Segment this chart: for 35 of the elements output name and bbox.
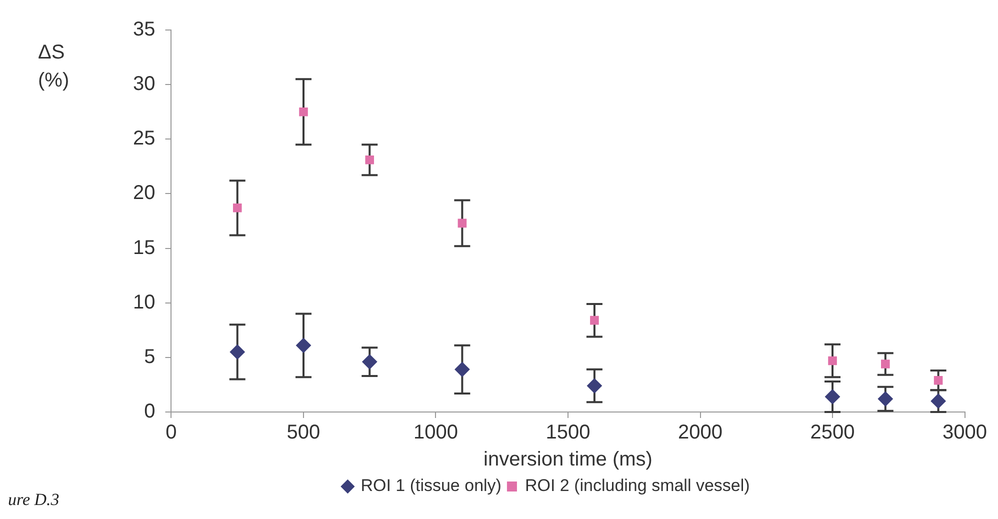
x-axis-title: inversion time (ms) (484, 448, 652, 471)
point (881, 360, 890, 368)
x-tick-label: 1000 (414, 422, 458, 444)
x-tick-label: 1500 (546, 422, 590, 444)
y-axis-title: ΔS (%) (38, 42, 70, 92)
point (454, 362, 470, 377)
y-tick-label: 5 (144, 346, 156, 368)
point (296, 338, 311, 353)
y-tick-label: 25 (132, 128, 156, 150)
point (458, 218, 467, 228)
point (825, 389, 840, 404)
legend-label: ROI 2 (including small vessel) (524, 476, 750, 496)
x-tick-label: 2500 (810, 422, 855, 444)
y-tick-label: 20 (132, 182, 156, 204)
point (586, 378, 602, 394)
x-tick-label: 500 (286, 422, 320, 444)
point (299, 107, 308, 116)
legend-label: ROI 1 (tissue only) (360, 476, 502, 496)
point (232, 204, 242, 212)
text: ure D.3 (8, 490, 60, 509)
y-tick-label: 30 (132, 73, 156, 96)
x-tick-label: 0 (166, 422, 177, 444)
x-tick-label: 2000 (678, 422, 722, 444)
y-tick-label: 0 (144, 400, 156, 423)
point (828, 356, 837, 366)
point (878, 391, 893, 406)
point (365, 155, 374, 164)
point (230, 344, 245, 360)
point (590, 316, 599, 325)
point (362, 354, 378, 370)
x-tick-label: 3000 (942, 422, 988, 444)
point (930, 394, 946, 409)
y-tick-label: 10 (132, 291, 156, 314)
y-tick-label: 15 (132, 236, 156, 259)
y-tick-label: 35 (132, 18, 156, 41)
